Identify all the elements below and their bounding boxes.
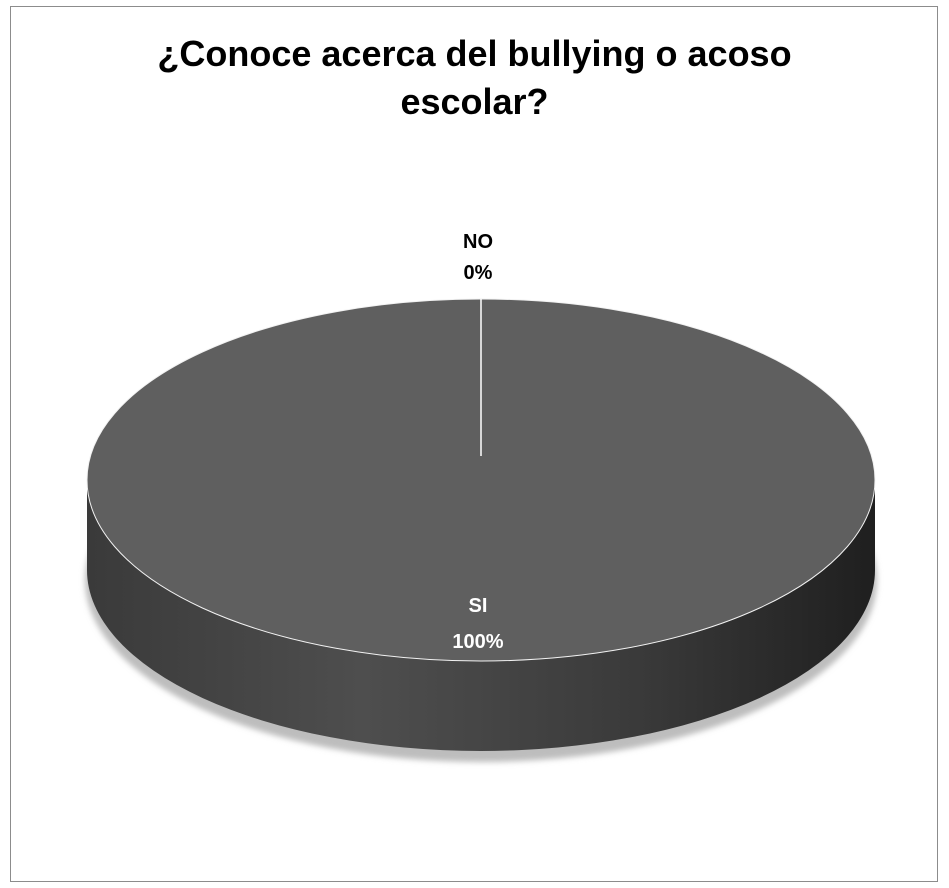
chart-title-line-1: ¿Conoce acerca del bullying o acoso: [157, 33, 792, 74]
chart-title: ¿Conoce acerca del bullying o acoso esco…: [0, 30, 949, 126]
data-label-si-category: SI: [469, 595, 488, 617]
chart-title-line-2: escolar?: [400, 81, 549, 122]
data-label-si-percent: 100%: [452, 631, 503, 653]
data-label-no-percent: 0%: [464, 262, 493, 284]
data-label-no-category: NO: [463, 231, 493, 253]
pie-side-wall: [87, 480, 875, 751]
